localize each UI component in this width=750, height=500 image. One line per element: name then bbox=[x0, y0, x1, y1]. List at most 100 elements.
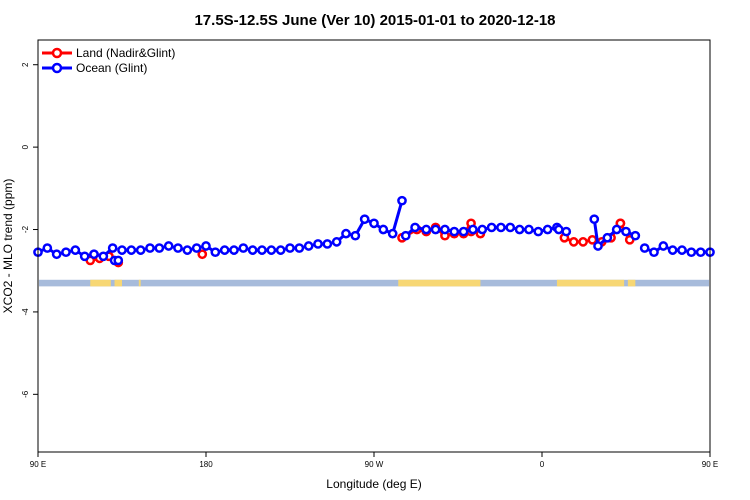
data-point bbox=[568, 237, 579, 247]
data-point bbox=[42, 243, 53, 253]
land-region bbox=[627, 279, 636, 287]
data-point bbox=[458, 226, 469, 237]
data-point bbox=[658, 241, 669, 251]
legend-label: Land (Nadir&Glint) bbox=[76, 46, 175, 60]
data-point bbox=[578, 237, 588, 247]
data-point bbox=[496, 222, 506, 233]
data-point bbox=[191, 243, 202, 253]
series-layer bbox=[33, 195, 715, 268]
land-region bbox=[398, 279, 481, 287]
data-point bbox=[303, 241, 314, 251]
data-point bbox=[400, 230, 411, 241]
data-point bbox=[505, 222, 516, 233]
data-point bbox=[677, 245, 687, 255]
data-point bbox=[182, 245, 193, 255]
data-point bbox=[229, 245, 239, 255]
data-point bbox=[695, 247, 706, 258]
land-region bbox=[114, 279, 122, 287]
data-point bbox=[397, 195, 407, 206]
data-point bbox=[561, 226, 572, 237]
land-region bbox=[556, 279, 625, 287]
data-point bbox=[350, 230, 361, 241]
data-point bbox=[173, 243, 183, 253]
data-point bbox=[359, 214, 370, 225]
legend-marker bbox=[51, 62, 63, 74]
data-point bbox=[89, 249, 99, 260]
data-point bbox=[686, 247, 697, 258]
data-point bbox=[421, 224, 432, 235]
data-point bbox=[154, 243, 165, 253]
data-point bbox=[135, 245, 146, 255]
y-axis-label: XCO2 - MLO trend (ppm) bbox=[1, 179, 15, 314]
data-point bbox=[649, 247, 659, 258]
data-point bbox=[275, 245, 286, 255]
data-point bbox=[266, 245, 277, 255]
x-tick-label: 180 bbox=[199, 460, 213, 469]
data-point bbox=[533, 226, 544, 237]
data-point bbox=[70, 245, 81, 255]
data-point bbox=[369, 218, 379, 229]
data-point bbox=[219, 245, 230, 255]
land-region bbox=[138, 279, 141, 287]
data-point bbox=[107, 243, 118, 253]
data-point bbox=[238, 243, 249, 253]
data-point bbox=[331, 237, 342, 247]
land-region bbox=[90, 279, 111, 287]
data-point bbox=[79, 251, 90, 262]
data-point bbox=[621, 226, 631, 237]
data-point bbox=[322, 239, 333, 249]
data-point bbox=[589, 214, 600, 225]
data-point bbox=[117, 245, 127, 255]
data-point bbox=[126, 245, 137, 255]
y-tick-label: 2 bbox=[21, 62, 30, 67]
x-tick-label: 90 W bbox=[365, 460, 384, 469]
x-tick-label: 90 E bbox=[30, 460, 46, 469]
y-tick-label: -4 bbox=[21, 308, 30, 316]
data-point bbox=[163, 241, 174, 251]
data-point bbox=[341, 228, 351, 239]
data-point bbox=[201, 241, 211, 251]
data-point bbox=[524, 224, 534, 235]
data-point bbox=[553, 224, 564, 235]
data-point bbox=[257, 245, 267, 255]
data-point bbox=[387, 228, 398, 239]
y-tick-label: 0 bbox=[21, 144, 30, 149]
chart-title: 17.5S-12.5S June (Ver 10) 2015-01-01 to … bbox=[194, 12, 555, 29]
x-tick-label: 0 bbox=[540, 460, 545, 469]
surface-band bbox=[39, 279, 709, 287]
data-point bbox=[639, 243, 650, 253]
data-point bbox=[210, 247, 221, 258]
legend: Land (Nadir&Glint)Ocean (Glint) bbox=[42, 46, 175, 75]
series-ocean bbox=[33, 195, 715, 266]
axes: 90 E 180 90 W 0 90 E 2 0 -2 -4 -6 bbox=[21, 62, 718, 469]
data-point bbox=[430, 224, 441, 235]
data-point bbox=[449, 226, 460, 237]
series-line bbox=[122, 200, 404, 254]
data-point bbox=[602, 232, 613, 243]
data-point bbox=[477, 224, 488, 235]
data-point bbox=[145, 243, 155, 253]
data-point bbox=[611, 224, 622, 235]
y-tick-label: -6 bbox=[21, 390, 30, 398]
y-tick-label: -2 bbox=[21, 225, 30, 233]
x-axis-label: Longitude (deg E) bbox=[326, 477, 421, 491]
x-tick-label: 90 E bbox=[702, 460, 718, 469]
data-point bbox=[630, 230, 641, 241]
data-point bbox=[468, 224, 478, 235]
data-point bbox=[51, 249, 62, 260]
data-point bbox=[542, 224, 553, 235]
data-point bbox=[313, 239, 323, 249]
legend-marker bbox=[51, 47, 63, 59]
data-point bbox=[61, 247, 71, 258]
data-point bbox=[440, 224, 450, 235]
data-point bbox=[378, 224, 389, 235]
data-point bbox=[410, 222, 420, 233]
data-point bbox=[113, 255, 124, 266]
data-point bbox=[197, 249, 208, 260]
legend-label: Ocean (Glint) bbox=[76, 61, 147, 75]
data-point bbox=[486, 222, 497, 233]
data-point bbox=[514, 224, 525, 235]
data-point bbox=[285, 243, 295, 253]
data-point bbox=[247, 245, 258, 255]
